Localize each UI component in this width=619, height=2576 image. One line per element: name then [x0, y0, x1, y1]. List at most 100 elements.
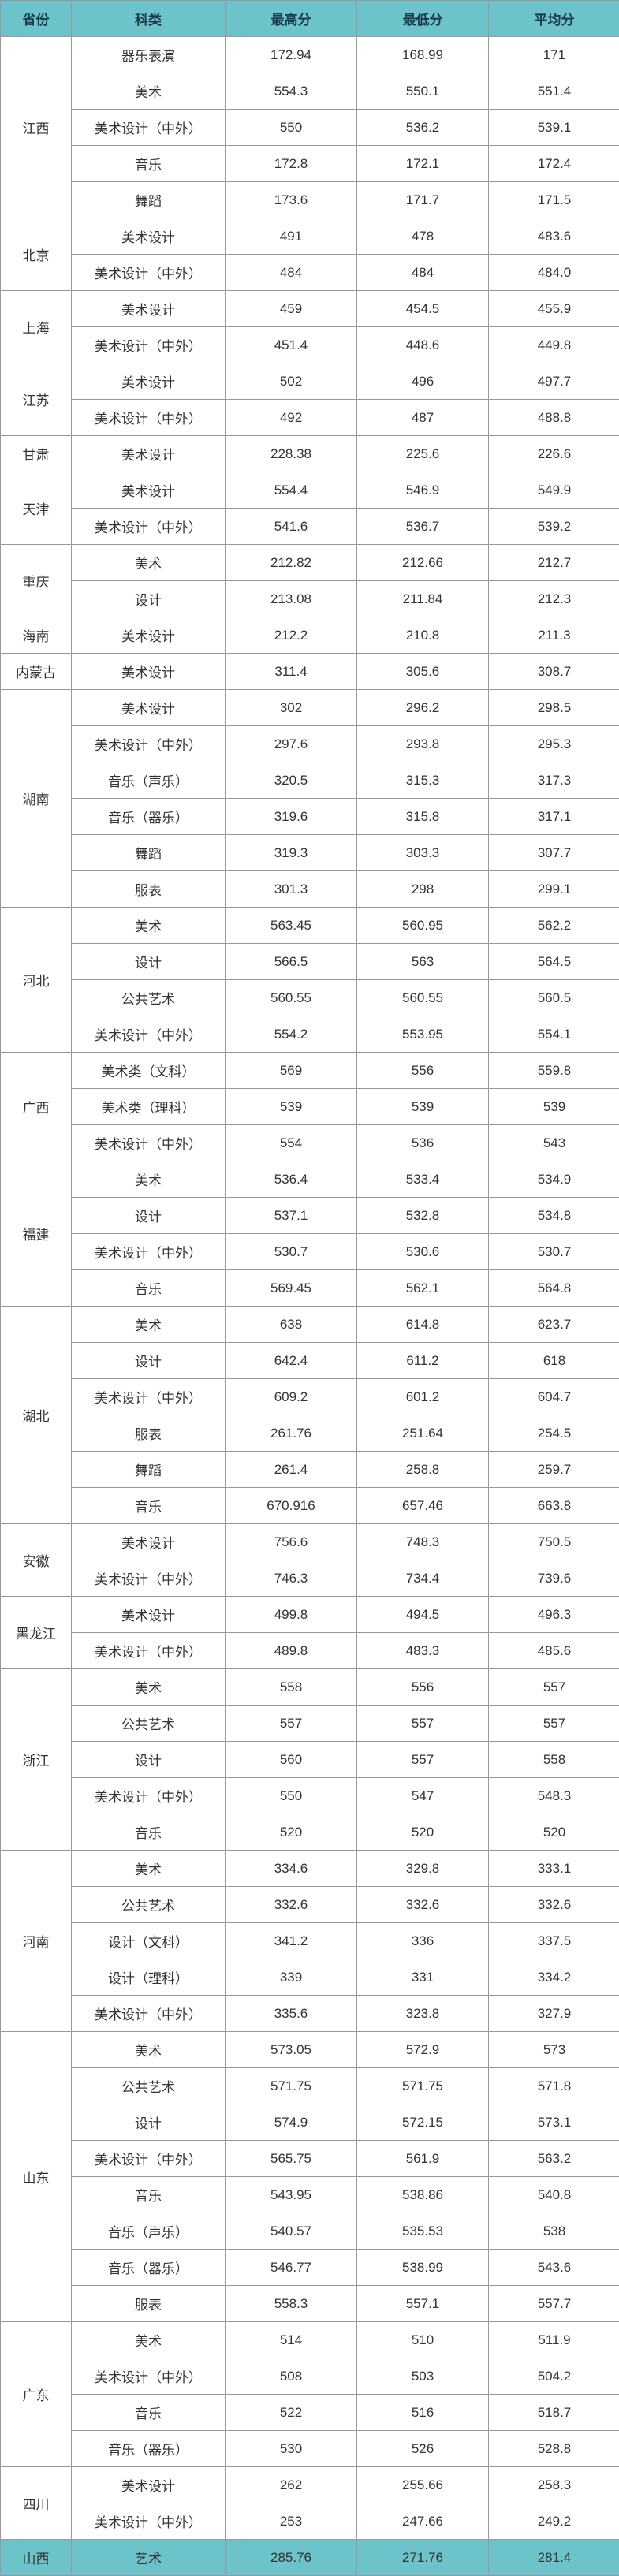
cell-avg: 496.3: [489, 1597, 619, 1633]
cell-min: 557: [357, 1706, 489, 1742]
cell-min: 560.95: [357, 908, 489, 944]
table-row: 甘肃美术设计228.38225.6226.6: [1, 436, 619, 472]
cell-min: 530.6: [357, 1234, 489, 1270]
cell-subject: 美术: [72, 2322, 226, 2358]
cell-subject: 器乐表演: [72, 37, 226, 73]
cell-max: 339: [226, 1959, 357, 1996]
cell-max: 566.5: [226, 944, 357, 980]
table-row: 音乐（声乐）540.57535.53538: [1, 2213, 619, 2250]
cell-subject: 美术设计: [72, 2467, 226, 2503]
cell-avg: 750.5: [489, 1524, 619, 1560]
table-row: 山东美术573.05572.9573: [1, 2032, 619, 2068]
cell-subject: 美术设计（中外）: [72, 327, 226, 363]
cell-avg: 211.3: [489, 617, 619, 654]
cell-min: 247.66: [357, 2503, 489, 2540]
cell-subject: 美术类（文科）: [72, 1053, 226, 1089]
table-row: 山西艺术285.76271.76281.4: [1, 2540, 619, 2576]
cell-avg: 520: [489, 1814, 619, 1851]
cell-min: 171.7: [357, 182, 489, 218]
cell-max: 451.4: [226, 327, 357, 363]
cell-subject: 美术: [72, 1851, 226, 1887]
cell-min: 657.46: [357, 1488, 489, 1524]
cell-avg: 308.7: [489, 654, 619, 690]
cell-max: 756.6: [226, 1524, 357, 1560]
cell-max: 285.76: [226, 2540, 357, 2576]
cell-min: 494.5: [357, 1597, 489, 1633]
table-row: 设计（文科）341.2336337.5: [1, 1923, 619, 1959]
cell-min: 535.53: [357, 2213, 489, 2250]
header-max: 最高分: [226, 1, 357, 37]
table-row: 美术设计（中外）489.8483.3485.6: [1, 1633, 619, 1669]
header-min: 最低分: [357, 1, 489, 37]
cell-avg: 540.8: [489, 2177, 619, 2213]
table-row: 设计560557558: [1, 1742, 619, 1778]
province-cell: 广西: [1, 1053, 72, 1161]
table-row: 美术设计（中外）297.6293.8295.3: [1, 726, 619, 762]
cell-min: 533.4: [357, 1161, 489, 1198]
table-row: 美术设计（中外）508503504.2: [1, 2358, 619, 2395]
cell-max: 565.75: [226, 2141, 357, 2177]
cell-subject: 服表: [72, 871, 226, 908]
cell-min: 614.8: [357, 1307, 489, 1343]
cell-min: 212.66: [357, 545, 489, 581]
cell-min: 563: [357, 944, 489, 980]
table-row: 福建美术536.4533.4534.9: [1, 1161, 619, 1198]
cell-subject: 美术: [72, 1669, 226, 1706]
table-row: 重庆美术212.82212.66212.7: [1, 545, 619, 581]
cell-subject: 美术设计（中外）: [72, 1778, 226, 1814]
table-row: 公共艺术332.6332.6332.6: [1, 1887, 619, 1923]
table-row: 美术设计（中外）253247.66249.2: [1, 2503, 619, 2540]
cell-avg: 543: [489, 1125, 619, 1161]
cell-min: 496: [357, 363, 489, 400]
cell-avg: 559.8: [489, 1053, 619, 1089]
table-row: 河北美术563.45560.95562.2: [1, 908, 619, 944]
table-row: 美术设计（中外）541.6536.7539.2: [1, 509, 619, 545]
cell-min: 487: [357, 400, 489, 436]
cell-min: 562.1: [357, 1270, 489, 1307]
cell-max: 560: [226, 1742, 357, 1778]
cell-subject: 美术设计（中外）: [72, 1633, 226, 1669]
cell-avg: 259.7: [489, 1452, 619, 1488]
cell-min: 332.6: [357, 1887, 489, 1923]
cell-max: 173.6: [226, 182, 357, 218]
table-row: 公共艺术560.55560.55560.5: [1, 980, 619, 1016]
cell-max: 320.5: [226, 762, 357, 799]
cell-max: 609.2: [226, 1379, 357, 1415]
province-cell: 甘肃: [1, 436, 72, 472]
cell-avg: 226.6: [489, 436, 619, 472]
cell-max: 539: [226, 1089, 357, 1125]
cell-min: 448.6: [357, 327, 489, 363]
cell-avg: 571.8: [489, 2068, 619, 2104]
cell-max: 262: [226, 2467, 357, 2503]
province-cell: 上海: [1, 291, 72, 363]
cell-avg: 249.2: [489, 2503, 619, 2540]
cell-max: 554.2: [226, 1016, 357, 1053]
cell-max: 537.1: [226, 1198, 357, 1234]
cell-min: 225.6: [357, 436, 489, 472]
cell-min: 539: [357, 1089, 489, 1125]
cell-max: 261.4: [226, 1452, 357, 1488]
cell-min: 168.99: [357, 37, 489, 73]
table-row: 美术设计（中外）746.3734.4739.6: [1, 1560, 619, 1597]
cell-subject: 服表: [72, 1415, 226, 1452]
cell-max: 334.6: [226, 1851, 357, 1887]
cell-min: 526: [357, 2431, 489, 2467]
table-row: 天津美术设计554.4546.9549.9: [1, 472, 619, 509]
table-row: 设计566.5563564.5: [1, 944, 619, 980]
cell-avg: 530.7: [489, 1234, 619, 1270]
cell-max: 492: [226, 400, 357, 436]
cell-subject: 美术设计（中外）: [72, 1560, 226, 1597]
table-row: 设计213.08211.84212.3: [1, 581, 619, 617]
cell-subject: 美术: [72, 545, 226, 581]
cell-min: 251.64: [357, 1415, 489, 1452]
cell-subject: 音乐（器乐）: [72, 2250, 226, 2286]
table-row: 设计537.1532.8534.8: [1, 1198, 619, 1234]
table-row: 广西美术类（文科）569556559.8: [1, 1053, 619, 1089]
cell-min: 557: [357, 1742, 489, 1778]
table-row: 美术设计（中外）530.7530.6530.7: [1, 1234, 619, 1270]
cell-min: 483.3: [357, 1633, 489, 1669]
cell-max: 670.916: [226, 1488, 357, 1524]
cell-avg: 172.4: [489, 146, 619, 182]
cell-max: 228.38: [226, 436, 357, 472]
cell-min: 611.2: [357, 1343, 489, 1379]
